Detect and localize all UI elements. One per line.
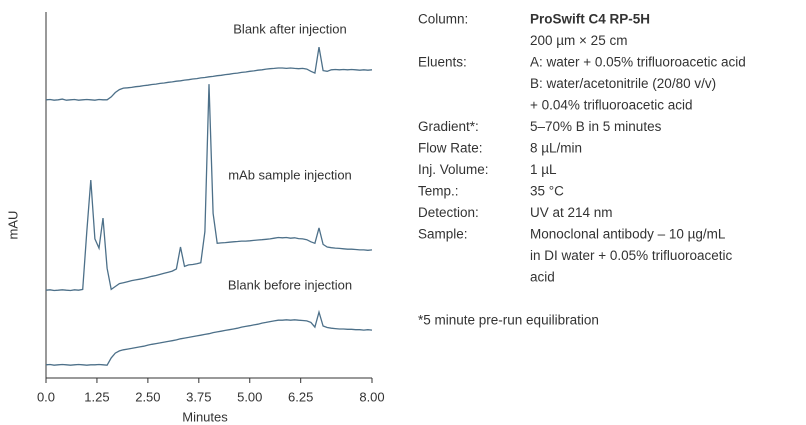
condition-label: Gradient*: (418, 119, 479, 134)
x-tick-label: 1.25 (84, 389, 109, 404)
condition-value: 200 µm × 25 cm (530, 33, 627, 48)
x-tick-label: 2.50 (135, 389, 160, 404)
condition-value: 1 µL (530, 162, 557, 177)
condition-label: Inj. Volume: (418, 162, 489, 177)
condition-value: in DI water + 0.05% trifluoroacetic (530, 248, 732, 263)
x-tick-label: 8.00 (359, 389, 384, 404)
condition-value: + 0.04% trifluoroacetic acid (530, 98, 692, 113)
condition-value: acid (530, 270, 555, 285)
x-tick-label: 3.75 (186, 389, 211, 404)
condition-label: Flow Rate: (418, 141, 483, 156)
x-axis-label: Minutes (182, 409, 228, 424)
x-tick-label: 0.0 (37, 389, 55, 404)
condition-label: Column: (418, 12, 468, 27)
trace-label: mAb sample injection (228, 167, 352, 182)
trace (45, 46, 373, 101)
condition-label: Sample: (418, 227, 468, 242)
condition-value: 8 µL/min (530, 141, 582, 156)
condition-value: UV at 214 nm (530, 205, 613, 220)
trace-label: Blank after injection (233, 21, 346, 36)
condition-value: 35 °C (530, 184, 564, 199)
condition-value: 5–70% B in 5 minutes (530, 119, 662, 134)
condition-label: Eluents: (418, 55, 467, 70)
condition-value: A: water + 0.05% trifluoroacetic acid (530, 55, 746, 70)
footnote: *5 minute pre-run equilibration (418, 313, 599, 328)
trace (45, 84, 373, 292)
condition-value: ProSwift C4 RP-5H (530, 12, 650, 27)
condition-value: B: water/acetonitrile (20/80 v/v) (530, 76, 716, 91)
trace-label: Blank before injection (228, 277, 352, 292)
y-axis-label: mAU (5, 211, 20, 240)
trace (45, 309, 373, 366)
condition-value: Monoclonal antibody – 10 µg/mL (530, 227, 726, 242)
condition-label: Temp.: (418, 184, 459, 199)
x-tick-label: 5.00 (237, 389, 262, 404)
x-tick-label: 6.25 (288, 389, 313, 404)
condition-label: Detection: (418, 205, 479, 220)
